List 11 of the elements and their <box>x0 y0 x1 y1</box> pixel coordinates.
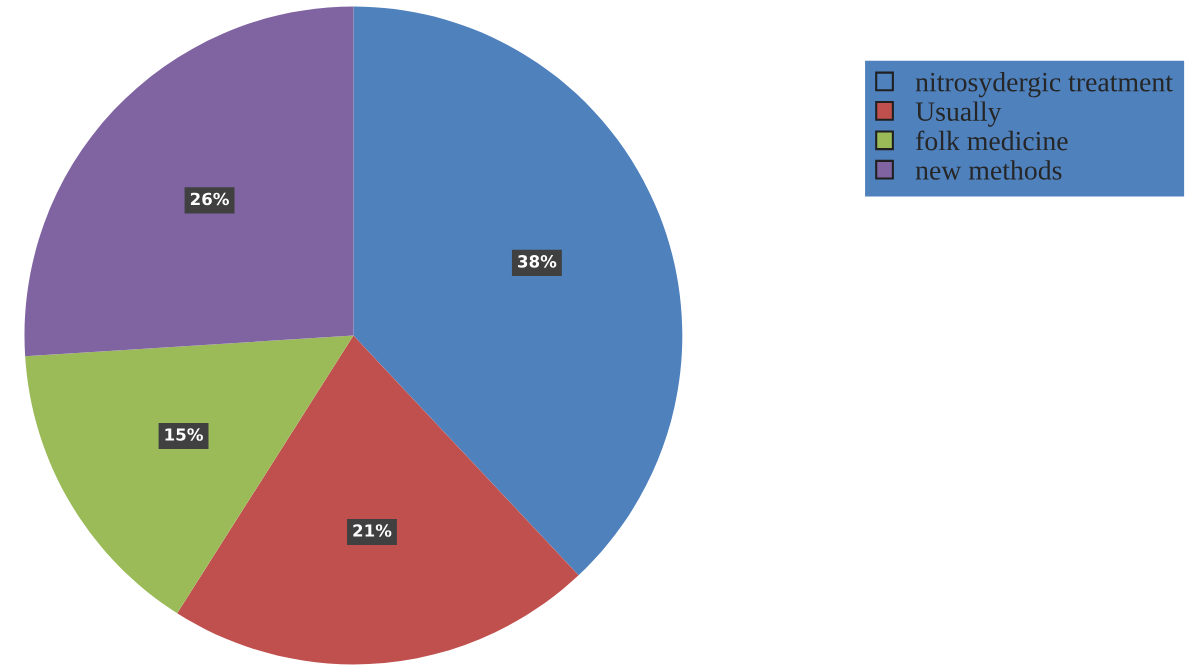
pie-slice <box>353 6 683 576</box>
data-label: 15% <box>165 428 203 441</box>
pie-slice <box>24 6 354 357</box>
pie-slice <box>25 335 354 614</box>
data-label: 26% <box>190 192 229 206</box>
legend-label: nitrosydergic treatment <box>915 71 1173 98</box>
data-label: 38% <box>518 255 557 268</box>
data-label: 21% <box>353 524 392 537</box>
legend-label: Usually <box>915 101 1002 127</box>
legend-label: new methods <box>915 160 1062 180</box>
legend-label: folk medicine <box>915 130 1068 151</box>
